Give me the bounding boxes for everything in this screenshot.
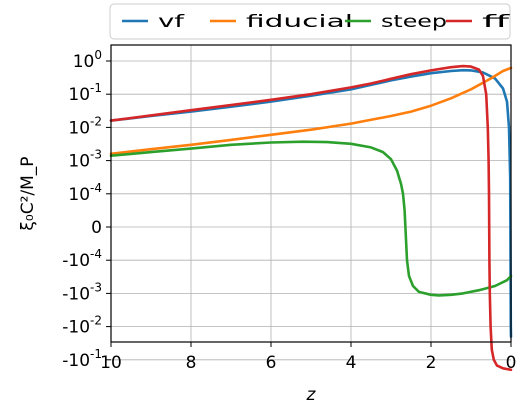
x-tick-label: 8 bbox=[186, 353, 197, 373]
x-tick-label: 2 bbox=[426, 353, 437, 373]
y-tick-label: -10-2 bbox=[62, 314, 102, 338]
y-tick-label: 10-4 bbox=[68, 181, 102, 205]
y-tick-label: 10-2 bbox=[68, 114, 102, 138]
series-line-steep bbox=[109, 140, 513, 297]
y-axis-label: ξ₀C²/M_P bbox=[18, 156, 38, 230]
legend-frame bbox=[109, 3, 511, 40]
legend-label-vf: vf bbox=[158, 12, 186, 32]
legend-label-fiducial: fiducial bbox=[246, 12, 353, 32]
legend-label-steep: steep bbox=[381, 12, 447, 32]
y-tick-label: 0 bbox=[91, 218, 102, 238]
grid bbox=[110, 45, 512, 361]
y-tick-label: 10-3 bbox=[68, 148, 102, 172]
y-tick-label: -10-4 bbox=[62, 247, 102, 271]
x-tick-label: 6 bbox=[266, 353, 277, 373]
x-tick-label: 4 bbox=[346, 353, 357, 373]
legend: vf fiducial steep ff bbox=[109, 3, 512, 40]
y-tick-label: -10-3 bbox=[62, 280, 102, 304]
legend-label-ff: ff bbox=[482, 12, 512, 32]
y-tick-label: -10-1 bbox=[62, 347, 102, 371]
series-line-ff bbox=[109, 64, 513, 372]
x-tick-label: 10 bbox=[100, 353, 122, 373]
series-layer bbox=[109, 64, 513, 372]
y-tick-label: 10-1 bbox=[68, 81, 102, 105]
series-line-vf bbox=[109, 68, 513, 338]
x-axis: 10 8 6 4 2 0 bbox=[100, 342, 516, 373]
y-axis: 100 10-1 10-2 10-3 10-4 0 -10-4 -10-3 -10-2 -10-1 bbox=[62, 48, 111, 371]
y-tick-label: 100 bbox=[73, 48, 102, 72]
x-tick-label: 0 bbox=[506, 353, 517, 373]
x-axis-label: z bbox=[306, 385, 317, 405]
